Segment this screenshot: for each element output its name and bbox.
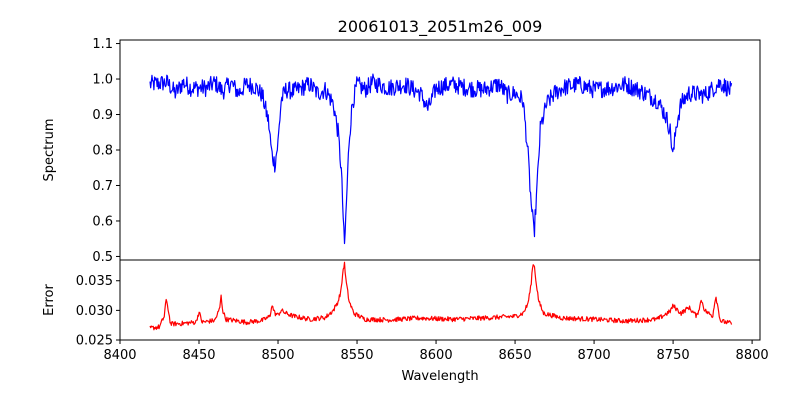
- error-panel: 0.025 0.030 0.035 8400 8450 8500 8550 8600 8650…: [42, 259, 769, 384]
- x-tick-label: 8800: [736, 348, 769, 363]
- x-tick-label: 8450: [182, 348, 215, 363]
- spectrum-y-tick-label: 0.9: [92, 108, 113, 123]
- spectrum-axes-frame: [119, 39, 761, 261]
- x-tick-label: 8400: [103, 348, 136, 363]
- error-y-ticks: 0.025 0.030 0.035: [76, 274, 120, 349]
- spectrum-y-tick-label: 0.7: [92, 179, 113, 194]
- error-y-tick-label: 0.030: [76, 304, 113, 319]
- spectrum-y-ticks: 0.5 0.6 0.7 0.8 0.9 1.0 1.1: [92, 37, 120, 265]
- error-axes-frame: [119, 259, 761, 341]
- error-x-ticks: 8400 8450 8500 8550 8600 8650 8700 8750 8800: [103, 340, 769, 363]
- x-tick-label: 8500: [261, 348, 294, 363]
- spectrum-panel: 0.5 0.6 0.7 0.8 0.9 1.0 1.1 Spectrum: [42, 37, 761, 265]
- spectrum-y-tick-label: 0.8: [92, 144, 113, 159]
- x-tick-label: 8750: [657, 348, 690, 363]
- error-y-tick-label: 0.025: [76, 334, 113, 349]
- spectrum-y-tick-label: 1.1: [92, 37, 113, 52]
- error-y-tick-label: 0.035: [76, 274, 113, 289]
- spectrum-y-label: Spectrum: [42, 119, 57, 182]
- x-tick-label: 8600: [420, 348, 453, 363]
- x-tick-label: 8650: [499, 348, 532, 363]
- chart-title: 20061013_2051m26_009: [338, 17, 543, 37]
- spectrum-y-tick-label: 0.5: [92, 250, 113, 265]
- error-y-label: Error: [42, 284, 57, 316]
- spectrum-series: [149, 73, 733, 245]
- x-tick-label: 8700: [578, 348, 611, 363]
- x-axis-label: Wavelength: [401, 369, 478, 384]
- x-tick-label: 8550: [340, 348, 373, 363]
- spectrum-y-tick-label: 0.6: [92, 214, 113, 229]
- error-series: [149, 261, 733, 331]
- spectrum-line-0: [149, 73, 733, 245]
- spectrum-y-tick-label: 1.0: [92, 73, 113, 88]
- error-line-0: [149, 261, 733, 331]
